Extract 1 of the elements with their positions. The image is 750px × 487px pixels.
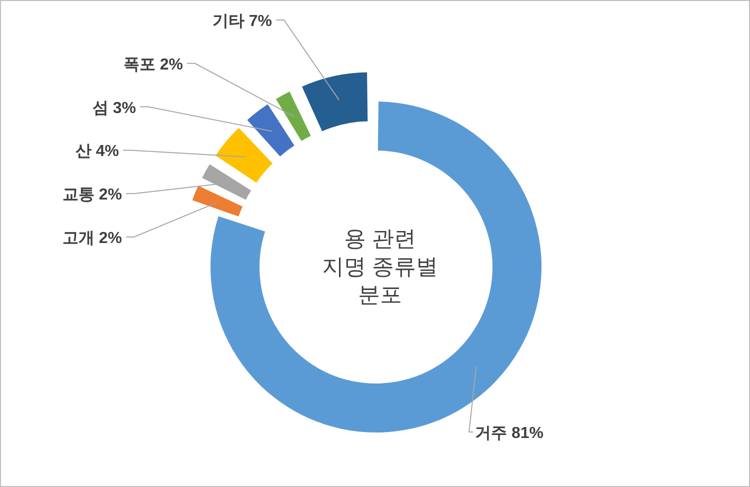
text: 용 관련 지명 종류별 분포 — [322, 226, 438, 307]
